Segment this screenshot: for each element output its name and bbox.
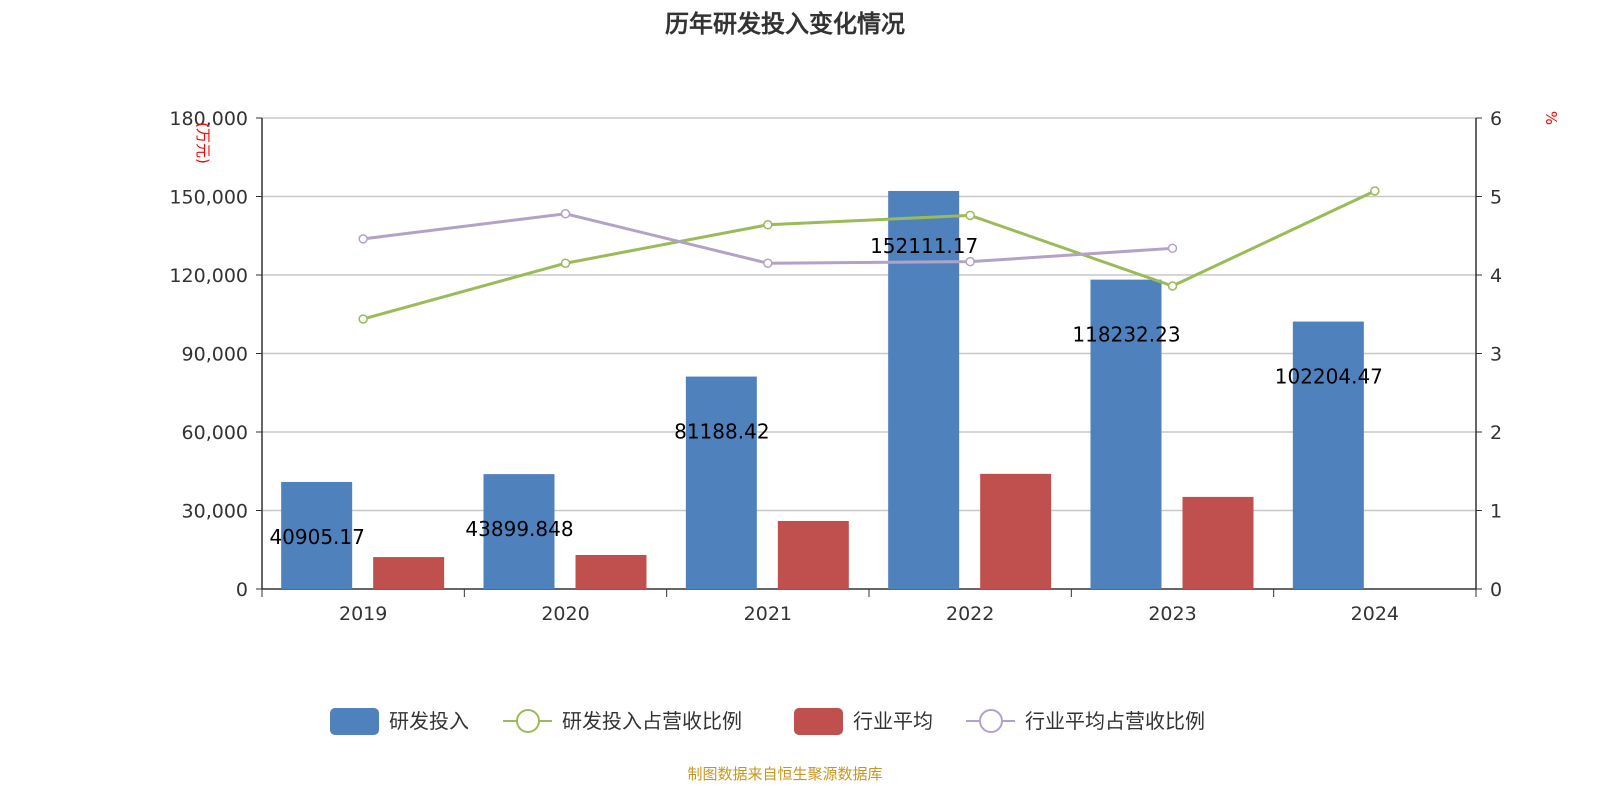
legend-label: 研发投入 — [389, 709, 469, 733]
data-label: 118232.23 — [1072, 323, 1180, 347]
right-tick-label: 6 — [1490, 108, 1502, 130]
legend-bar-icon — [794, 708, 843, 735]
bar-industry-average — [980, 473, 1052, 589]
x-tick-label: 2021 — [744, 603, 792, 625]
right-tick-label: 0 — [1490, 579, 1502, 601]
left-tick-label: 120,000 — [169, 265, 248, 287]
left-tick-label: 150,000 — [169, 187, 248, 209]
bar-rd-investment — [483, 474, 555, 589]
chart-title: 历年研发投入变化情况 — [665, 10, 905, 38]
right-axis-title: % — [1542, 111, 1560, 125]
legend-label: 行业平均 — [853, 709, 933, 733]
point-rd-ratio — [763, 220, 773, 230]
left-axis-title: (万元) — [194, 122, 212, 164]
x-tick-label: 2019 — [339, 603, 387, 625]
legend-label: 研发投入占营收比例 — [562, 709, 742, 733]
x-tick-label: 2023 — [1148, 603, 1196, 625]
left-tick-label: 90,000 — [182, 344, 248, 366]
point-industry-ratio — [763, 258, 773, 268]
source-note: 制图数据来自恒生聚源数据库 — [687, 765, 883, 783]
right-tick-label: 5 — [1490, 187, 1502, 209]
left-tick-label: 60,000 — [182, 422, 248, 444]
bar-rd-investment — [281, 481, 353, 589]
bar-rd-investment — [888, 190, 960, 589]
point-industry-ratio — [1167, 243, 1178, 254]
point-industry-ratio — [358, 234, 368, 244]
left-tick-label: 0 — [236, 579, 248, 601]
right-tick-label: 2 — [1490, 422, 1502, 444]
point-rd-ratio — [965, 210, 975, 221]
data-label: 102204.47 — [1275, 365, 1383, 389]
legend-circle-icon — [979, 709, 1003, 733]
x-tick-label: 2024 — [1351, 603, 1399, 625]
right-tick-label: 4 — [1490, 265, 1502, 287]
data-label: 81188.42 — [674, 420, 769, 444]
data-label: 40905.17 — [269, 525, 364, 549]
point-industry-ratio — [560, 209, 571, 219]
left-tick-label: 180,000 — [169, 108, 248, 130]
point-rd-ratio — [1167, 281, 1178, 291]
bar-industry-average — [1182, 496, 1254, 589]
bar-rd-investment — [685, 376, 757, 589]
x-tick-label: 2020 — [541, 603, 589, 625]
bar-industry-average — [373, 557, 445, 589]
legend-bar-icon — [330, 708, 379, 735]
point-rd-ratio — [358, 314, 368, 324]
data-label: 152111.17 — [870, 234, 978, 258]
left-tick-label: 30,000 — [182, 501, 248, 523]
data-label: 43899.848 — [465, 517, 573, 541]
right-tick-label: 1 — [1490, 501, 1502, 523]
point-rd-ratio — [1370, 186, 1380, 196]
x-tick-label: 2022 — [946, 603, 994, 625]
legend-label: 行业平均占营收比例 — [1025, 709, 1205, 733]
point-rd-ratio — [560, 258, 571, 268]
bar-rd-investment — [1292, 321, 1364, 589]
bar-rd-investment — [1090, 279, 1162, 589]
line-rd-ratio — [362, 189, 1376, 321]
bar-industry-average — [575, 554, 647, 589]
bar-industry-average — [777, 520, 849, 589]
legend-circle-icon — [516, 709, 540, 733]
right-tick-label: 3 — [1490, 344, 1502, 366]
point-industry-ratio — [965, 256, 975, 267]
